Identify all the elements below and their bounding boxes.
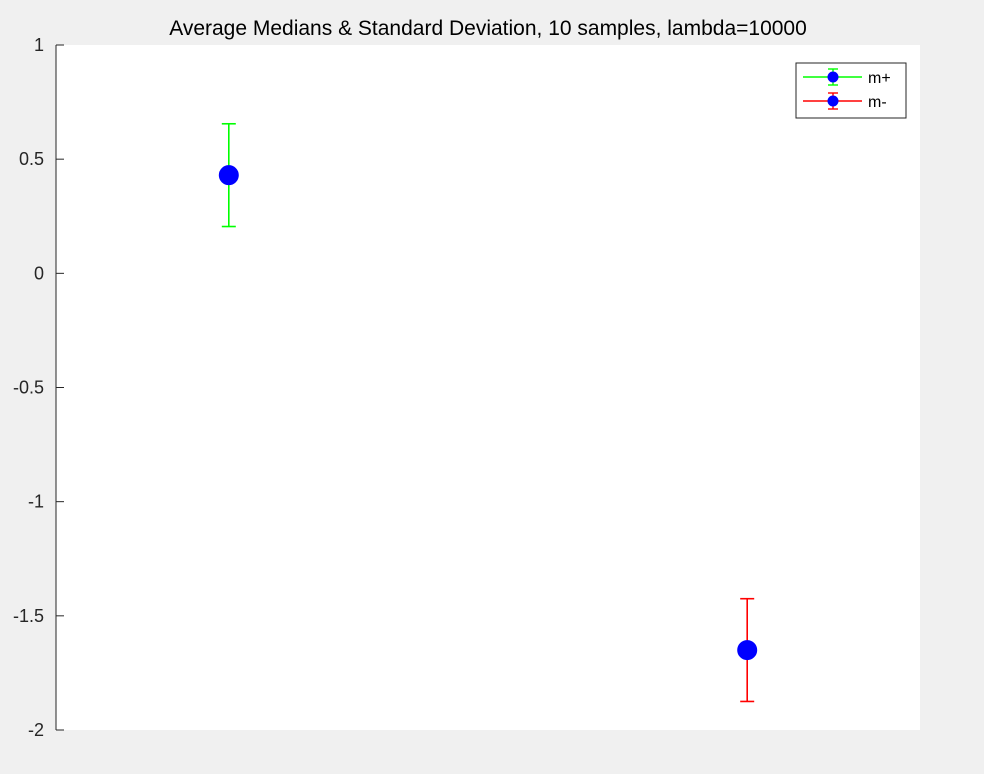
series-layer	[218, 122, 758, 703]
y-tick-label: -0.5	[13, 378, 44, 398]
axes-background	[56, 45, 920, 730]
series-group	[218, 122, 239, 228]
legend-entries: m+ m-	[803, 68, 891, 111]
legend-box	[795, 62, 907, 119]
plot-area: 1 0.5 0 -0.5 -1 -1.5 -2	[13, 35, 920, 740]
series-group	[737, 597, 758, 703]
legend[interactable]: m+ m-	[795, 62, 907, 119]
y-tick-label: 0	[34, 263, 44, 283]
y-tick-label: 0.5	[19, 149, 44, 169]
y-tick-label: -1	[28, 492, 44, 512]
legend-marker	[827, 71, 839, 83]
legend-label: m-	[868, 94, 887, 111]
data-point-marker	[218, 165, 239, 186]
data-point-marker	[737, 640, 758, 661]
legend-marker	[827, 95, 839, 107]
chart-title: Average Medians & Standard Deviation, 10…	[169, 17, 807, 40]
y-tick-label: -1.5	[13, 606, 44, 626]
y-tick-label: -2	[28, 720, 44, 740]
y-tick-label: 1	[34, 35, 44, 55]
y-axis-ticks: 1 0.5 0 -0.5 -1 -1.5 -2	[13, 35, 64, 740]
legend-label: m+	[868, 70, 891, 87]
